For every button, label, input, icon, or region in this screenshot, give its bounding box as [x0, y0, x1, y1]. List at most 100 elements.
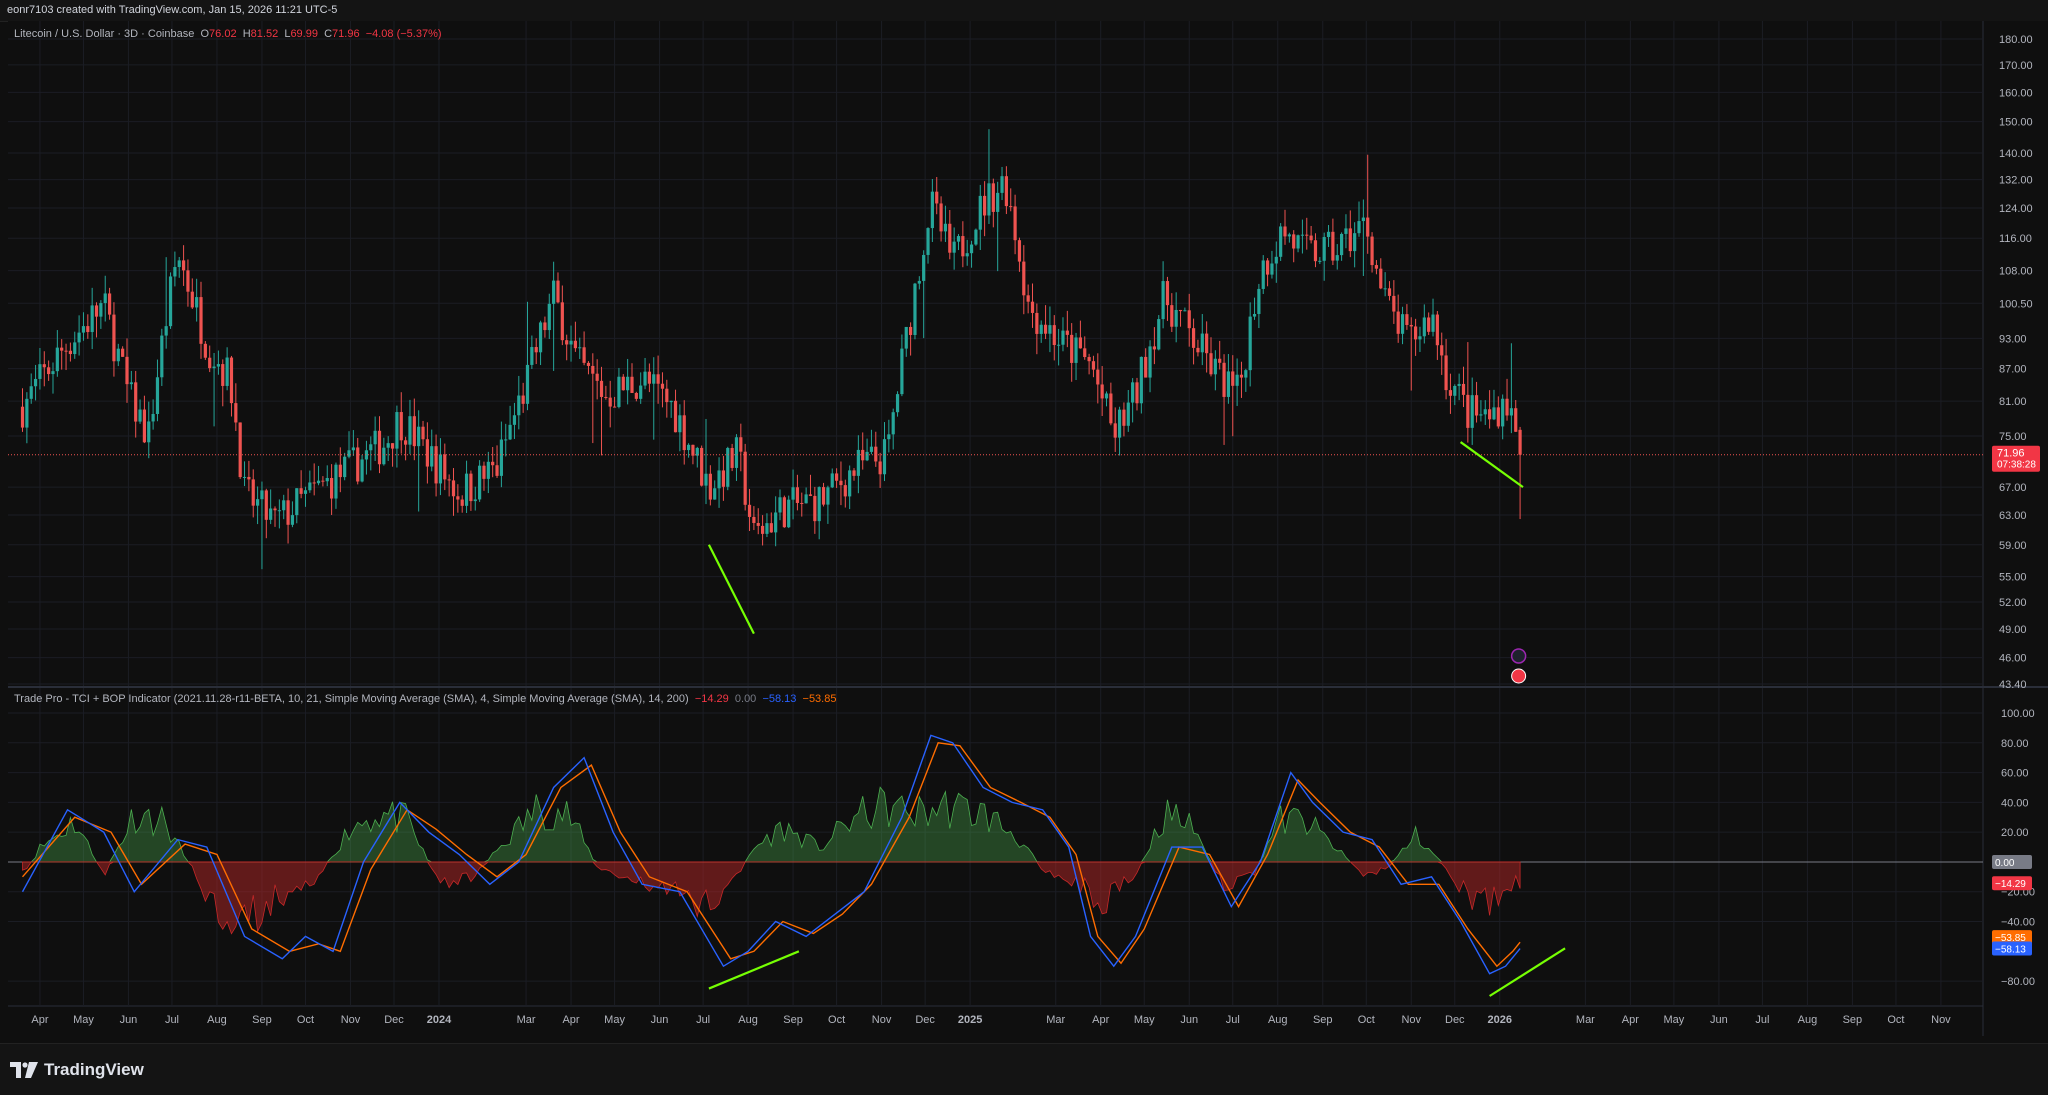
- candle: [586, 361, 591, 375]
- candle-body: [808, 494, 813, 496]
- candle: [935, 177, 939, 215]
- candle: [1509, 343, 1513, 434]
- candle: [1387, 281, 1392, 301]
- candle: [1148, 340, 1152, 393]
- candle: [1326, 225, 1331, 247]
- candle-body: [1453, 385, 1457, 396]
- chart-canvas[interactable]: Apr May Jun Jul Aug Sep Oct Nov Dec 2024 Mar Apr May…: [8, 21, 2048, 1043]
- candle: [460, 495, 464, 513]
- candle: [778, 489, 782, 521]
- time-tick-label: Dec: [1445, 1014, 1465, 1026]
- candle: [991, 178, 995, 228]
- time-tick-label: Sep: [783, 1014, 803, 1026]
- candle: [1191, 318, 1196, 365]
- candle-body: [377, 430, 382, 465]
- candle-body: [90, 305, 94, 333]
- candle-body: [700, 447, 704, 486]
- candle-body: [47, 367, 51, 375]
- time-tick-label: Aug: [1268, 1014, 1288, 1026]
- candle-body: [151, 413, 155, 422]
- candle-body: [347, 450, 351, 457]
- price-tick-label: 67.00: [1999, 482, 2027, 494]
- candle-body: [1109, 393, 1113, 424]
- candle: [743, 443, 747, 511]
- candle-body: [229, 357, 234, 404]
- candle: [147, 401, 151, 459]
- candle-body: [360, 459, 364, 482]
- candle-body: [73, 342, 77, 355]
- candle-body: [1435, 314, 1439, 346]
- candle: [909, 322, 913, 356]
- candle-body: [208, 357, 212, 369]
- candle-body: [473, 499, 477, 502]
- candle-body: [913, 283, 917, 335]
- time-tick-label: Jul: [1755, 1014, 1769, 1026]
- candle: [996, 181, 1000, 272]
- candle: [848, 465, 852, 510]
- chart-area[interactable]: Apr May Jun Jul Aug Sep Oct Nov Dec 2024 Mar Apr May…: [8, 21, 2048, 1043]
- candle: [360, 454, 364, 483]
- candle-body: [1466, 394, 1470, 428]
- candle-body: [747, 504, 752, 517]
- candle-body: [1178, 309, 1183, 312]
- candle-body: [321, 480, 325, 482]
- open-value: 76.02: [209, 28, 237, 40]
- candle-body: [804, 494, 808, 504]
- candle-body: [878, 461, 882, 475]
- candle-body: [251, 479, 255, 506]
- candle-body: [1065, 330, 1069, 335]
- candle-body: [369, 444, 373, 451]
- price-tick-label: 108.00: [1999, 266, 2033, 278]
- candle: [1366, 154, 1370, 254]
- time-tick-label: Dec: [384, 1014, 404, 1026]
- candle-body: [20, 406, 25, 428]
- candle: [1274, 241, 1278, 283]
- candle: [874, 431, 878, 467]
- price-tick-label: 63.00: [1999, 510, 2027, 522]
- candle: [495, 445, 499, 478]
- candle-body: [260, 490, 264, 500]
- candle: [303, 486, 308, 507]
- candle: [582, 331, 586, 366]
- candle: [177, 257, 181, 278]
- candle: [338, 447, 342, 493]
- time-tick-label: Jul: [696, 1014, 710, 1026]
- candle-body: [713, 488, 717, 500]
- candle: [1461, 366, 1466, 408]
- candle: [1283, 209, 1287, 245]
- candle: [1505, 378, 1509, 421]
- candle: [926, 227, 930, 264]
- candle: [138, 399, 142, 424]
- candle: [1344, 214, 1348, 249]
- candle-body: [356, 447, 360, 482]
- tradingview-logo[interactable]: TradingView: [10, 1060, 144, 1080]
- candle: [1244, 368, 1248, 392]
- indicator-name: Trade Pro - TCI + BOP Indicator (2021.11…: [14, 693, 689, 705]
- candle-body: [525, 364, 530, 404]
- last-price-tag: [1992, 445, 2040, 472]
- candle-body: [673, 400, 678, 433]
- candle: [1353, 222, 1357, 268]
- candle: [1474, 381, 1479, 423]
- candle: [1440, 332, 1444, 375]
- candle: [630, 363, 634, 394]
- candle: [634, 391, 638, 402]
- candle: [1013, 194, 1017, 255]
- candle-body: [1205, 333, 1209, 354]
- signal-tag: [1992, 930, 2032, 945]
- candle: [543, 316, 547, 338]
- indicator-tick-label: 60.00: [2001, 768, 2029, 780]
- candle: [408, 399, 412, 455]
- candle-body: [273, 508, 277, 511]
- candle-body: [1030, 301, 1035, 313]
- candle: [1030, 283, 1035, 328]
- candle: [517, 375, 521, 430]
- candle: [212, 352, 216, 427]
- candle-body: [325, 477, 329, 482]
- candle: [569, 325, 573, 362]
- candle: [647, 363, 652, 393]
- candle: [1318, 257, 1322, 264]
- candle: [312, 463, 316, 496]
- candle-body: [1505, 398, 1509, 416]
- candle-body: [495, 465, 499, 476]
